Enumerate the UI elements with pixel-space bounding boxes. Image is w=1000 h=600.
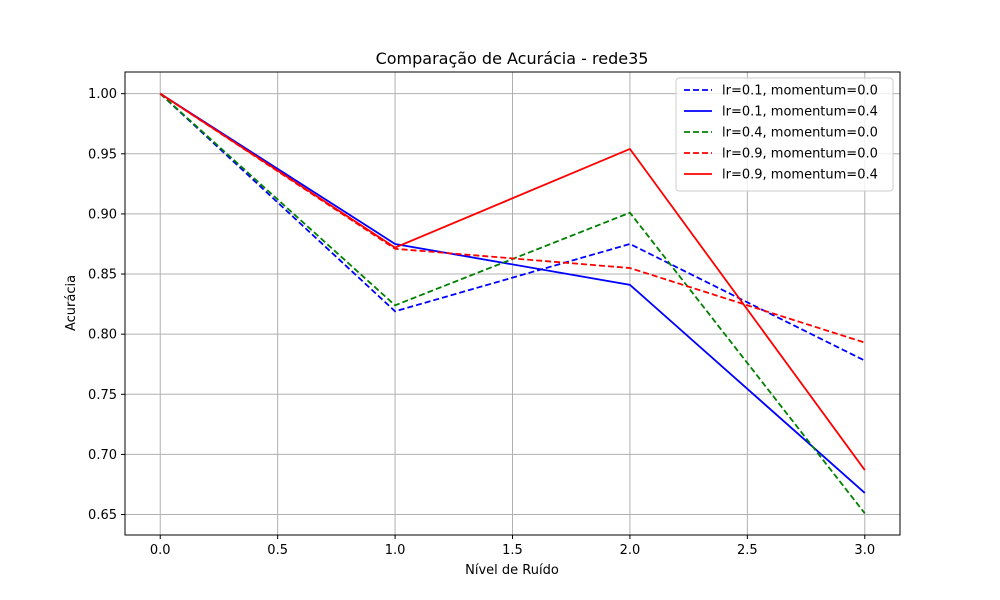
y-tick-label: 0.80 [88, 328, 117, 343]
y-tick-label: 0.65 [88, 508, 117, 523]
x-tick-label: 2.0 [620, 543, 641, 558]
y-axis-ticks: 0.65 0.70 0.75 0.80 0.85 0.90 0.95 1.00 [88, 87, 125, 523]
legend-label: lr=0.1, momentum=0.4 [722, 105, 878, 120]
legend-label: lr=0.1, momentum=0.0 [722, 84, 878, 99]
y-tick-label: 1.00 [88, 87, 117, 102]
x-tick-label: 1.0 [385, 543, 406, 558]
x-tick-label: 0.0 [150, 543, 171, 558]
series-line-2 [159, 92, 866, 494]
y-tick-label: 0.70 [88, 448, 117, 463]
legend-label: lr=0.9, momentum=0.0 [722, 147, 878, 162]
x-tick-label: 0.5 [267, 543, 288, 558]
x-axis-ticks: 0.0 0.5 1.0 1.5 2.0 2.5 3.0 [150, 535, 875, 558]
x-tick-label: 2.5 [737, 543, 758, 558]
y-tick-label: 0.85 [88, 268, 117, 283]
y-tick-label: 0.95 [88, 147, 117, 162]
series-line-1 [159, 92, 866, 362]
x-axis-label: Nível de Ruído [465, 563, 559, 578]
x-tick-label: 3.0 [854, 543, 875, 558]
legend: lr=0.1, momentum=0.0 lr=0.1, momentum=0.4… [675, 77, 894, 192]
y-tick-label: 0.75 [88, 388, 117, 403]
legend-label: lr=0.9, momentum=0.4 [722, 168, 878, 183]
legend-box [675, 77, 894, 192]
x-tick-label: 1.5 [502, 543, 523, 558]
chart-title: Comparação de Acurácia - rede35 [376, 49, 649, 68]
series-line-5 [159, 92, 866, 471]
legend-label: lr=0.4, momentum=0.0 [722, 126, 878, 141]
y-tick-label: 0.90 [88, 207, 117, 222]
series-group [159, 92, 866, 514]
y-axis-label: Acurácia [64, 275, 79, 331]
